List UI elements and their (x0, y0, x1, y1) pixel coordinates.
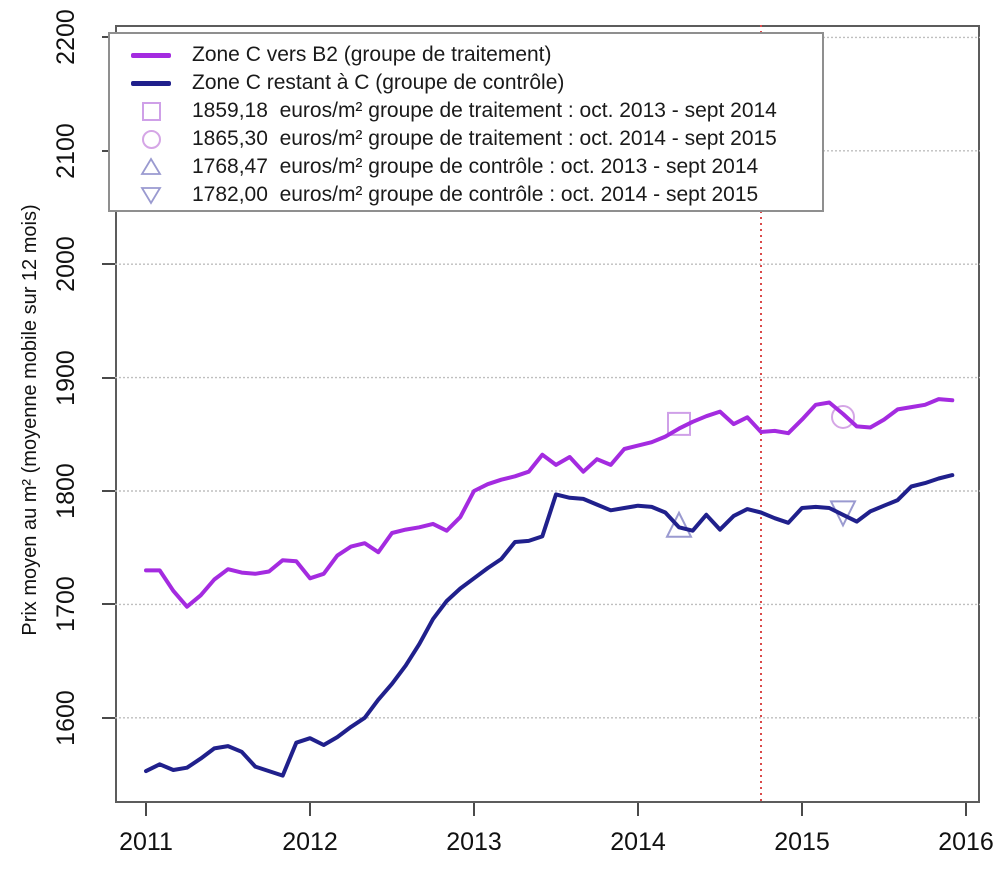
legend-label: Zone C vers B2 (groupe de traitement) (192, 43, 552, 66)
treatment-group-line (144, 397, 955, 609)
y-axis-title: Prix moyen au m² (moyenne mobile sur 12 … (19, 204, 41, 636)
plot-canvas (115, 25, 980, 803)
control-group-line (144, 473, 955, 778)
legend-swatch-line (120, 52, 182, 58)
legend-label: 1865,30 euros/m² groupe de traitement : … (192, 127, 777, 150)
x-tick-label: 2015 (774, 828, 830, 856)
marker-circle (831, 404, 855, 429)
y-tick-mark (102, 603, 115, 606)
legend-label: 1768,47 euros/m² groupe de contrôle : oc… (192, 155, 759, 178)
legend-label: Zone C restant à C (groupe de contrôle) (192, 71, 565, 94)
y-tick-label: 2000 (52, 236, 80, 292)
legend-swatch-square (120, 101, 182, 121)
legend-item: 1859,18 euros/m² groupe de traitement : … (110, 97, 822, 125)
marker-triangle-up (665, 510, 693, 538)
x-tick-mark (145, 803, 147, 816)
x-tick-label: 2016 (938, 828, 994, 856)
x-tick-mark (637, 803, 639, 816)
y-tick-label: 1900 (52, 349, 80, 406)
x-tick-label: 2011 (119, 828, 173, 856)
y-tick-label: 2100 (52, 122, 80, 179)
x-tick-mark (473, 803, 475, 816)
legend-swatch-circle (120, 129, 182, 149)
x-tick-label: 2012 (282, 828, 338, 856)
legend-item: Zone C vers B2 (groupe de traitement) (110, 41, 822, 69)
y-tick-label: 1600 (52, 689, 80, 746)
x-tick-mark (801, 803, 803, 816)
x-tick-label: 2014 (610, 828, 666, 856)
legend-item: 1865,30 euros/m² groupe de traitement : … (110, 125, 822, 153)
y-tick-mark (102, 716, 115, 719)
legend-item: 1782,00 euros/m² groupe de contrôle : oc… (110, 181, 822, 209)
legend-item: 1768,47 euros/m² groupe de contrôle : oc… (110, 153, 822, 181)
x-tick-mark (309, 803, 311, 816)
y-tick-label: 1700 (52, 576, 80, 633)
x-tick-label: 2013 (446, 828, 502, 856)
legend-box: Zone C vers B2 (groupe de traitement) Zon… (108, 32, 824, 212)
legend-swatch-triangle-down (120, 185, 182, 205)
legend-label: 1782,00 euros/m² groupe de contrôle : oc… (192, 183, 759, 206)
y-tick-label: 1800 (52, 463, 80, 519)
x-tick-mark (965, 803, 967, 816)
y-tick-label: 2200 (52, 9, 80, 66)
legend-swatch-line (120, 80, 182, 86)
y-tick-mark (102, 263, 115, 266)
y-tick-mark (102, 490, 115, 492)
legend-swatch-triangle-up (120, 157, 182, 177)
legend-item: Zone C restant à C (groupe de contrôle) (110, 69, 822, 97)
y-tick-mark (102, 376, 115, 379)
legend-label: 1859,18 euros/m² groupe de traitement : … (192, 99, 777, 122)
